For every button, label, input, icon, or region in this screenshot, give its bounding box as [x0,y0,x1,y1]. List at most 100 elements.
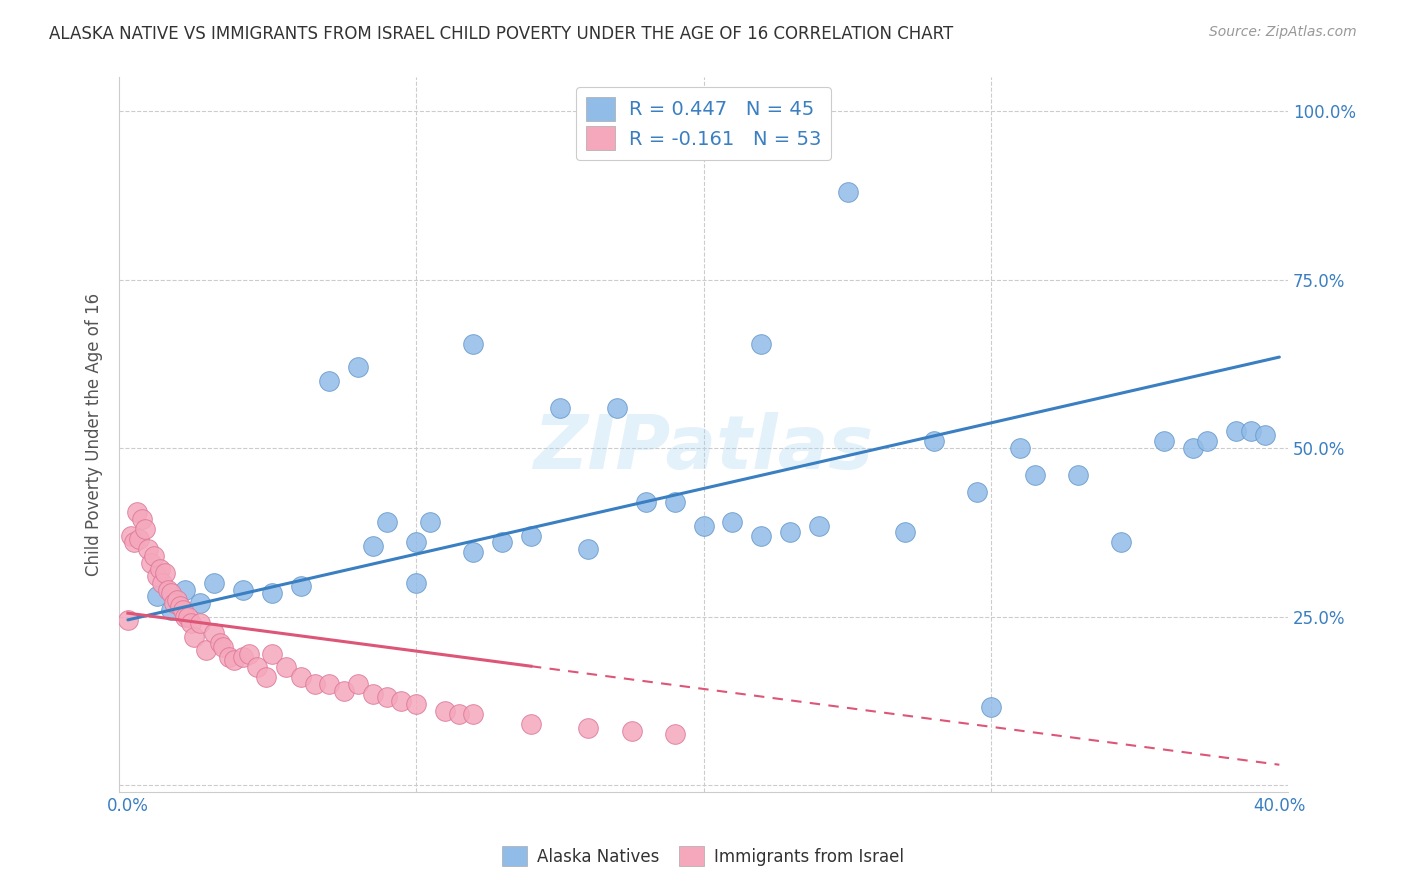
Point [389,694,412,708]
Point [1225,424,1247,438]
Point [548,401,571,415]
Point [232,582,254,597]
Point [1197,434,1219,449]
Point [134,522,156,536]
Point [145,589,167,603]
Point [152,575,174,590]
Point [721,515,744,529]
Point [463,336,485,351]
Point [1067,468,1090,483]
Point [837,185,859,199]
Legend: R = 0.447   N = 45, R = -0.161   N = 53: R = 0.447 N = 45, R = -0.161 N = 53 [576,87,831,160]
Point [177,609,200,624]
Point [183,630,205,644]
Point [1024,468,1046,483]
Point [169,599,191,614]
Point [578,542,600,557]
Point [419,515,441,529]
Point [290,670,312,684]
Point [463,707,485,722]
Point [333,683,356,698]
Point [122,535,145,549]
Point [188,616,211,631]
Point [779,525,801,540]
Point [260,586,283,600]
Point [375,515,398,529]
Point [1239,424,1261,438]
Point [276,660,298,674]
Point [1109,535,1132,549]
Point [145,569,167,583]
Point [1153,434,1175,449]
Point [254,670,277,684]
Point [749,336,772,351]
Point [318,374,340,388]
Point [166,592,188,607]
Point [620,724,643,739]
Point [202,575,225,590]
Point [260,647,283,661]
Point [463,545,485,559]
Point [224,653,246,667]
Point [1010,441,1032,455]
Text: ALASKA NATIVE VS IMMIGRANTS FROM ISRAEL CHILD POVERTY UNDER THE AGE OF 16 CORREL: ALASKA NATIVE VS IMMIGRANTS FROM ISRAEL … [49,25,953,43]
Point [160,586,183,600]
Point [405,575,427,590]
Point [128,532,150,546]
Point [980,700,1002,714]
Point [202,626,225,640]
Point [361,687,384,701]
Point [246,660,269,674]
Point [447,707,470,722]
Point [180,616,202,631]
Point [664,727,686,741]
Point [174,582,197,597]
Point [520,528,543,542]
Legend: Alaska Natives, Immigrants from Israel: Alaska Natives, Immigrants from Israel [495,839,911,873]
Point [163,596,186,610]
Point [922,434,945,449]
Point [139,556,162,570]
Point [238,647,260,661]
Point [361,539,384,553]
Point [1182,441,1205,455]
Point [157,582,180,597]
Point [194,643,217,657]
Point [433,704,456,718]
Point [347,360,370,375]
Point [520,717,543,731]
Point [290,579,312,593]
Point [304,677,326,691]
Point [578,721,600,735]
Point [749,528,772,542]
Point [966,484,988,499]
Point [131,512,153,526]
Point [174,609,197,624]
Point [212,640,235,654]
Point [347,677,370,691]
Point [172,603,194,617]
Point [120,528,142,542]
Point [125,505,148,519]
Point [318,677,340,691]
Point [405,697,427,711]
Point [160,603,183,617]
Point [208,636,231,650]
Point [117,613,139,627]
Point [692,518,714,533]
Point [1254,427,1277,442]
Point [807,518,830,533]
Text: ZIPatlas: ZIPatlas [534,412,873,485]
Point [142,549,165,563]
Point [148,562,170,576]
Point [218,649,240,664]
Point [232,649,254,664]
Point [405,535,427,549]
Text: Source: ZipAtlas.com: Source: ZipAtlas.com [1209,25,1357,39]
Point [136,542,159,557]
Y-axis label: Child Poverty Under the Age of 16: Child Poverty Under the Age of 16 [86,293,103,576]
Point [606,401,628,415]
Point [636,495,658,509]
Point [491,535,513,549]
Point [894,525,917,540]
